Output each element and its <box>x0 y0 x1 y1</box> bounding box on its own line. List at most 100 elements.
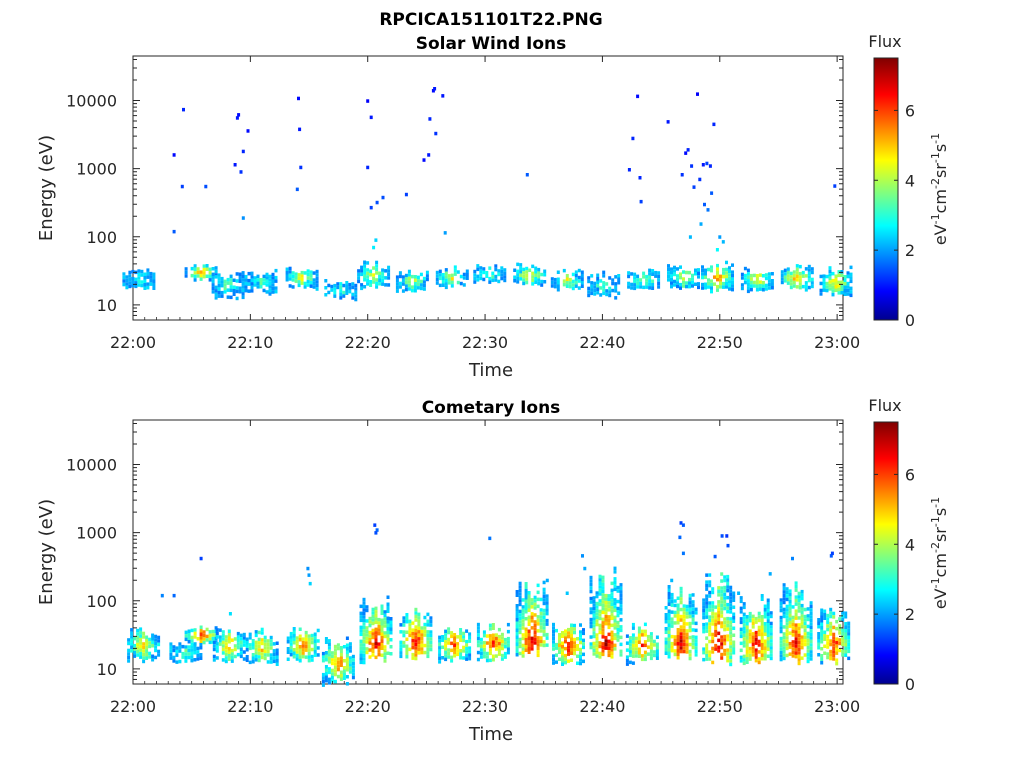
heatmap-cell <box>359 657 363 661</box>
heatmap-cell <box>241 285 245 289</box>
heatmap-cell <box>779 626 783 630</box>
heatmap-cell <box>221 637 225 641</box>
heatmap-cell <box>292 630 296 634</box>
heatmap-cell <box>306 272 310 277</box>
heatmap-cell <box>438 660 442 664</box>
heatmap-point <box>295 187 299 192</box>
heatmap-cell <box>826 652 830 656</box>
heatmap-cell <box>380 632 384 636</box>
heatmap-cell <box>755 284 759 288</box>
heatmap-cell <box>456 649 460 653</box>
heatmap-cell <box>610 602 614 607</box>
heatmap-cell <box>713 275 716 279</box>
heatmap-cell <box>838 648 842 653</box>
heatmap-cell <box>837 284 841 288</box>
heatmap-cell <box>628 636 632 640</box>
heatmap-cell <box>782 583 786 587</box>
heatmap-cell <box>154 648 158 653</box>
heatmap-cell <box>708 632 712 637</box>
heatmap-point <box>199 556 203 561</box>
heatmap-cell <box>365 626 369 630</box>
heatmap-point <box>627 168 631 172</box>
heatmap-cell <box>610 609 614 614</box>
heatmap-cell <box>760 625 764 629</box>
heatmap-cell <box>604 611 608 615</box>
heatmap-cell <box>806 649 810 653</box>
heatmap-cell <box>595 619 599 623</box>
heatmap-cell <box>797 605 801 610</box>
heatmap-cell <box>241 295 245 300</box>
heatmap-cell <box>333 290 337 295</box>
heatmap-cell <box>214 275 218 279</box>
heatmap-cell <box>518 585 522 589</box>
heatmap-cell <box>223 279 227 284</box>
heatmap-cell <box>667 588 671 592</box>
heatmap-cell <box>731 277 734 281</box>
heatmap-cell <box>324 668 328 672</box>
heatmap-cell <box>369 283 373 287</box>
heatmap-cell <box>720 624 724 629</box>
heatmap-cell <box>701 282 704 287</box>
heatmap-cell <box>241 281 245 286</box>
heatmap-cell <box>411 631 415 636</box>
heatmap-cell <box>826 620 830 625</box>
heatmap-cell <box>307 655 311 659</box>
heatmap-cell <box>743 273 747 278</box>
heatmap-cell <box>485 271 489 275</box>
heatmap-cell <box>751 632 755 636</box>
heatmap-cell <box>714 605 718 609</box>
heatmap-cell <box>797 640 801 645</box>
heatmap-cell <box>835 658 839 662</box>
heatmap-cell <box>582 652 585 657</box>
heatmap-cell <box>745 660 749 664</box>
heatmap-cell <box>139 637 143 642</box>
heatmap-cell <box>238 276 242 280</box>
heatmap-cell <box>754 616 758 621</box>
heatmap-cell <box>447 655 451 659</box>
heatmap-cell <box>202 271 206 275</box>
heatmap-cell <box>570 627 573 631</box>
heatmap-cell <box>720 614 724 618</box>
heatmap-cell <box>643 640 647 644</box>
heatmap-cell <box>524 606 528 610</box>
heatmap-cell <box>218 635 222 639</box>
heatmap-cell <box>610 637 614 642</box>
heatmap-cell <box>820 615 824 619</box>
heatmap-cell <box>828 287 832 291</box>
heatmap-cell <box>552 629 555 634</box>
heatmap-cell <box>711 646 715 651</box>
heatmap-cell <box>426 651 430 655</box>
heatmap-cell <box>368 616 372 621</box>
heatmap-cell <box>628 646 632 651</box>
heatmap-cell <box>215 631 219 636</box>
heatmap-cell <box>760 597 764 601</box>
heatmap-cell <box>315 287 319 291</box>
y-tick-label: 100 <box>86 228 117 247</box>
heatmap-cell <box>530 612 534 616</box>
heatmap-cell <box>625 641 629 645</box>
heatmap-cell <box>272 642 276 646</box>
heatmap-cell <box>637 637 641 641</box>
heatmap-cell <box>614 296 618 300</box>
heatmap-cell <box>254 651 258 655</box>
heatmap-cell <box>515 611 519 615</box>
heatmap-cell <box>407 283 411 288</box>
heatmap-cell <box>785 590 789 595</box>
heatmap-cell <box>157 649 161 654</box>
heatmap-cell <box>342 666 346 670</box>
heatmap-cell <box>791 619 795 623</box>
heatmap-cell <box>178 642 182 646</box>
heatmap-cell <box>298 652 302 656</box>
heatmap-cell <box>524 627 528 631</box>
heatmap-cell <box>745 618 749 622</box>
heatmap-cell <box>242 632 246 637</box>
heatmap-cell <box>465 639 469 644</box>
heatmap-cell <box>429 637 433 641</box>
heatmap-cell <box>645 285 649 289</box>
heatmap-cell <box>404 277 408 281</box>
heatmap-cell <box>664 648 668 652</box>
colorbar-tick-label: 2 <box>905 241 915 260</box>
heatmap-cell <box>564 629 567 633</box>
heatmap-cell <box>253 283 257 287</box>
x-tick-label: 22:20 <box>345 697 391 716</box>
